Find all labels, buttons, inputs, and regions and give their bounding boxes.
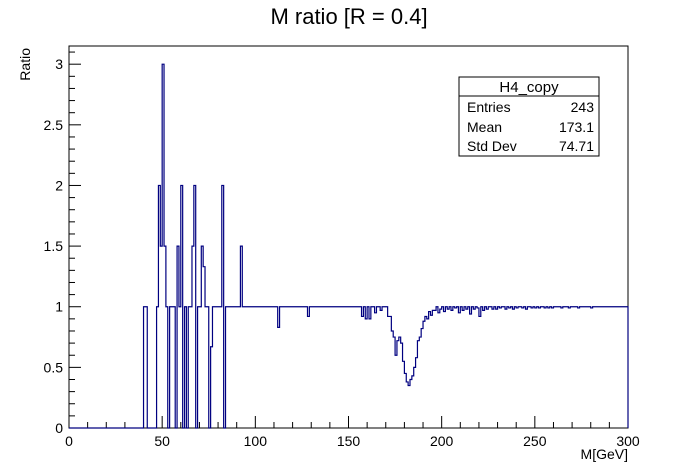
stats-stddev-value: 74.71: [559, 138, 594, 154]
stats-stddev-label: Std Dev: [467, 138, 517, 154]
x-axis-label: M[GeV]: [581, 446, 628, 462]
x-tick-label: 250: [523, 433, 547, 449]
stats-mean-value: 173.1: [559, 119, 594, 135]
histogram-series: [69, 63, 629, 429]
stats-box-frame: [458, 76, 600, 157]
stats-mean-label: Mean: [467, 119, 502, 135]
x-tick-label: 300: [616, 433, 640, 449]
x-tick-label: 100: [244, 433, 268, 449]
y-tick-label: 0: [55, 420, 63, 436]
stats-entries-label: Entries: [467, 99, 511, 115]
y-tick-label: 1: [55, 299, 63, 315]
y-tick-label: 1.5: [44, 238, 64, 254]
y-tick-label: 2: [55, 177, 63, 193]
chart-title: M ratio [R = 0.4]: [270, 4, 427, 29]
stats-entries-value: 243: [571, 99, 595, 115]
y-tick-label: 3: [55, 56, 63, 72]
stats-box: H4_copy Entries 243 Mean 173.1 Std Dev 7…: [458, 76, 600, 157]
histogram-line: [69, 63, 629, 429]
x-tick-label: 0: [65, 433, 73, 449]
x-tick-label: 200: [430, 433, 454, 449]
y-tick-label: 0.5: [44, 359, 64, 375]
stats-box-title: H4_copy: [499, 79, 559, 96]
y-axis-label: Ratio: [17, 48, 33, 81]
y-axis: 0 0.5 1 1.5 2 2.5 3: [44, 51, 81, 436]
y-tick-label: 2.5: [44, 117, 64, 133]
x-tick-label: 150: [337, 433, 361, 449]
x-tick-label: 50: [154, 433, 170, 449]
x-axis: 0 50 100 150 200 250 300: [65, 416, 640, 449]
